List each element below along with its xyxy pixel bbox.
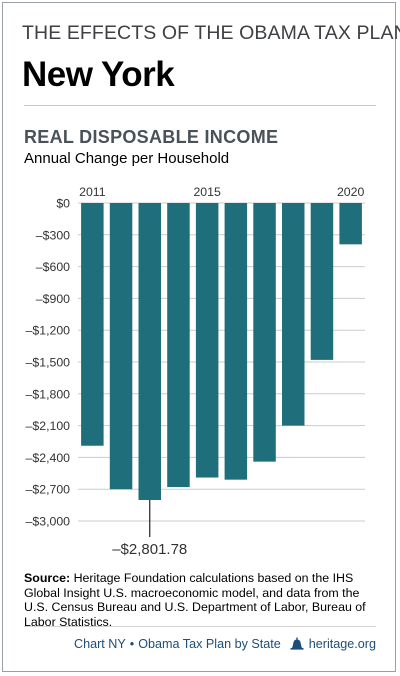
footer-separator: • [129, 637, 135, 651]
x-tick-label: 2011 [79, 185, 106, 199]
chart-title: REAL DISPOSABLE INCOME [24, 127, 279, 147]
footer-site[interactable]: heritage.org [308, 637, 376, 651]
y-tick-label: –$900 [36, 292, 70, 306]
y-tick-label: –$600 [36, 260, 70, 274]
bar-2015 [195, 203, 219, 478]
bar-2016 [224, 203, 248, 480]
state-title: New York [22, 55, 175, 94]
y-tick-label: –$2,400 [26, 451, 71, 465]
footer-series: Obama Tax Plan by State [138, 637, 281, 651]
chart-subtitle: Annual Change per Household [24, 150, 230, 167]
bar-2019 [310, 203, 334, 360]
bar-chart: $0 –$300 –$600 –$900 –$1,200 –$1,500 –$1,800 –$… [26, 185, 365, 558]
y-tick-label: –$1,200 [26, 324, 71, 338]
series-kicker: THE EFFECTS OF THE OBAMA TAX PLAN [22, 22, 400, 44]
bar-2011 [81, 203, 104, 446]
y-tick-label: –$300 [36, 228, 70, 242]
y-tick-label: –$1,800 [26, 387, 71, 401]
x-tick-label: 2015 [193, 185, 221, 199]
bar-2018 [282, 203, 305, 426]
bar-2020 [339, 203, 362, 245]
bar-2012 [109, 203, 133, 490]
bar-2014 [167, 203, 190, 488]
footer: Chart NY • Obama Tax Plan by State herit… [74, 637, 376, 651]
source-note: Source: Heritage Foundation calculations… [24, 571, 374, 629]
bar-2013 [138, 203, 161, 500]
x-tick-label: 2020 [337, 185, 365, 199]
source-label: Source: [24, 571, 71, 585]
bar-2017 [253, 203, 276, 462]
y-tick-label: –$1,500 [26, 356, 71, 370]
source-text: Heritage Foundation calculations based o… [24, 571, 366, 629]
y-tick-label: $0 [56, 197, 70, 211]
footer-divider [24, 626, 376, 627]
y-tick-label: –$2,100 [26, 419, 71, 433]
header-divider [24, 105, 376, 106]
annotation-label: –$2,801.78 [112, 541, 187, 558]
footer-chart-label: Chart NY [73, 637, 126, 651]
y-tick-label: –$2,700 [26, 483, 71, 497]
liberty-bell-icon [290, 637, 304, 650]
y-tick-label: –$3,000 [26, 515, 71, 529]
